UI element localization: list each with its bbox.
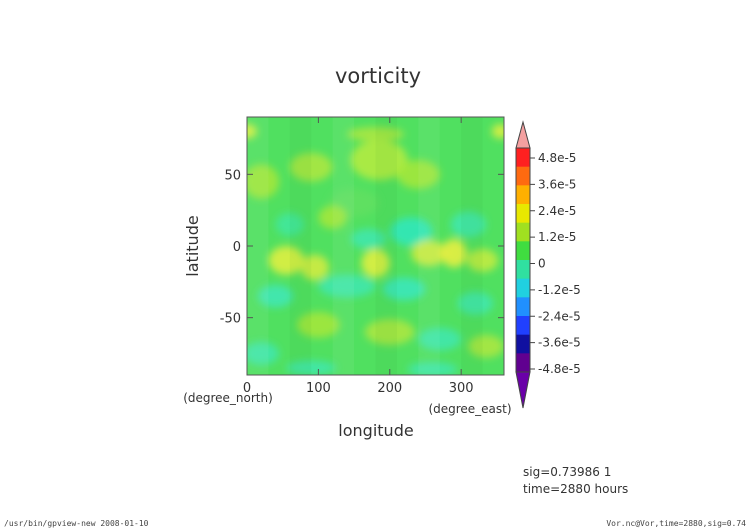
y-axis-unit: (degree_north)	[183, 391, 273, 405]
vorticity-swirl	[466, 248, 499, 272]
x-tick-label: 0	[243, 381, 251, 396]
vorticity-features	[247, 124, 504, 375]
colorbar-tick-label: 3.6e-5	[538, 177, 576, 191]
colorbar-segment	[516, 185, 530, 205]
x-tick-label: 100	[306, 381, 331, 396]
vorticity-swirl	[350, 228, 387, 249]
vorticity-swirl	[289, 152, 333, 182]
band	[461, 117, 483, 375]
x-axis: 0 100 200 300	[243, 117, 474, 396]
vorticity-swirl	[346, 127, 405, 142]
x-axis-label: longitude	[338, 421, 413, 440]
vorticity-swirl	[257, 284, 294, 308]
colorbar-tick-label: -4.8e-5	[538, 362, 581, 376]
y-axis: 50 0 -50	[220, 168, 504, 327]
x-axis-unit: (degree_east)	[428, 402, 511, 416]
colorbar-tick-label: 1.2e-5	[538, 230, 576, 244]
sig-label: sig=0.73986 1	[523, 465, 611, 479]
vorticity-swirl	[450, 211, 487, 238]
plot-area	[247, 117, 504, 375]
vorticity-swirl	[318, 205, 347, 229]
time-label: time=2880 hours	[523, 482, 628, 496]
vorticity-swirl	[441, 238, 467, 268]
band	[289, 117, 312, 375]
band	[418, 117, 440, 375]
colorbar-segment	[516, 148, 530, 168]
vorticity-swirl	[296, 311, 340, 338]
vorticity-swirl	[468, 334, 504, 358]
vorticity-swirl	[396, 160, 440, 189]
colorbar-tick-label: -1.2e-5	[538, 283, 581, 297]
colorbar-segment	[516, 334, 530, 354]
vorticity-swirl	[300, 254, 330, 281]
vorticity-swirl	[318, 274, 376, 298]
footer-left: /usr/bin/gpview-new 2008-01-10	[4, 519, 149, 528]
colorbar-tick-label: 4.8e-5	[538, 151, 576, 165]
vorticity-swirl	[407, 362, 458, 375]
colorbar-segment	[516, 204, 530, 224]
colorbar-segment	[516, 278, 530, 298]
vorticity-swirl	[382, 277, 426, 301]
band	[375, 117, 397, 375]
colorbar-under-triangle	[515, 371, 531, 409]
vorticity-swirl	[457, 291, 494, 315]
colorbar-segment	[516, 297, 530, 317]
vorticity-swirl	[361, 248, 390, 278]
chart-title: vorticity	[335, 64, 421, 88]
footer-right: Vor.nc@Vor,time=2880,sig=0.74	[606, 519, 746, 528]
y-axis-label: latitude	[183, 215, 202, 276]
colorbar-segment	[516, 166, 530, 186]
colorbar-segment	[516, 316, 530, 336]
vorticity-swirl	[275, 213, 305, 236]
colorbar-segment	[516, 260, 530, 280]
band	[332, 117, 355, 375]
y-tick-label: 0	[233, 240, 241, 255]
colorbar-tick-label: -3.6e-5	[538, 336, 581, 350]
colorbar-tick-label: 0	[538, 257, 546, 271]
vorticity-swirl	[247, 164, 280, 199]
colorbar-tick-label: 2.4e-5	[538, 204, 576, 218]
vorticity-swirl	[364, 319, 415, 345]
x-tick-label: 200	[377, 381, 402, 396]
colorbar: 4.8e-5 3.6e-5 2.4e-5 1.2e-5 0 -1.2e-5 -2.4e-5 -…	[515, 120, 581, 409]
vorticity-swirl	[389, 217, 433, 247]
vorticity-swirl	[286, 360, 337, 375]
colorbar-segment	[516, 222, 530, 242]
colorbar-segment	[516, 353, 530, 373]
vorticity-swirl	[247, 342, 280, 365]
y-tick-label: -50	[220, 312, 241, 327]
colorbar-segment	[516, 241, 530, 261]
vorticity-swirl	[247, 124, 257, 139]
vorticity-swirl	[350, 139, 408, 181]
longitude-banding	[247, 117, 483, 375]
colorbar-over-triangle	[515, 120, 531, 149]
colorbar-frame	[515, 147, 531, 373]
vorticity-swirl	[411, 240, 447, 267]
band	[247, 117, 269, 375]
vorticity-swirl	[418, 327, 462, 351]
x-tick-label: 300	[449, 381, 474, 396]
vorticity-swirl	[491, 124, 504, 139]
vorticity-swirl	[268, 246, 305, 275]
y-tick-label: 50	[224, 168, 241, 183]
colorbar-tick-label: -2.4e-5	[538, 309, 581, 323]
